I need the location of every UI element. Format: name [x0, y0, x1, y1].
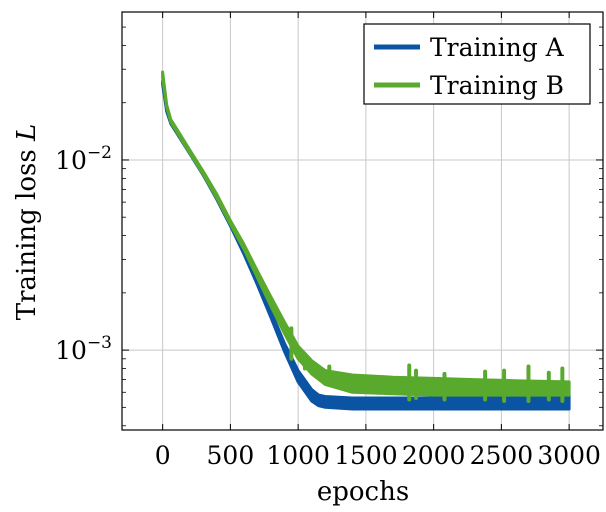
x-tick-label: 0: [155, 441, 171, 470]
y-tick-label: 10−2: [55, 143, 112, 175]
y-tick-label: 10−3: [55, 333, 112, 365]
legend-label-training-a: Training A: [430, 33, 565, 62]
x-tick-label: 2000: [402, 441, 466, 470]
legend-box: [363, 23, 591, 105]
x-tick-labels: 0 500 1000 1500 2000 2500 3000: [155, 441, 601, 470]
x-tick-label: 1000: [266, 441, 330, 470]
series-band-training-b: [161, 70, 571, 397]
x-tick-label: 1500: [334, 441, 398, 470]
y-tick-labels: 10−2 10−3: [55, 143, 112, 365]
x-tick-label: 2500: [470, 441, 534, 470]
series-layer: [161, 70, 571, 411]
x-axis-label: epochs: [317, 477, 409, 507]
plot-frame: [121, 11, 604, 431]
legend: Training A Training B: [363, 23, 591, 105]
legend-label-training-b: Training B: [430, 71, 564, 100]
tick-marks: [122, 12, 603, 430]
x-tick-label: 500: [207, 441, 255, 470]
x-tick-label: 3000: [537, 441, 601, 470]
y-axis-label: Training loss L: [12, 124, 42, 321]
